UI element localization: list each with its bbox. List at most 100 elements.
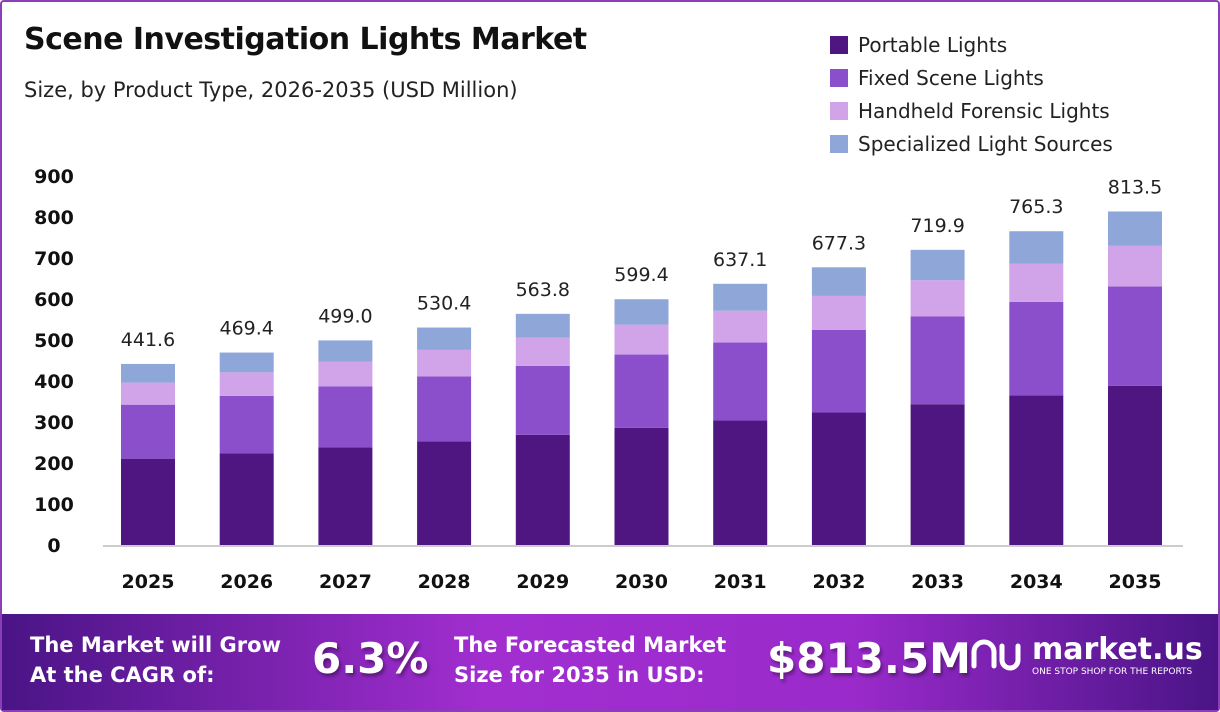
bar-segment — [1108, 385, 1162, 545]
legend-swatch — [830, 35, 848, 54]
legend-label: Portable Lights — [858, 32, 1008, 57]
bar-segment — [1009, 395, 1064, 545]
bar-segment — [614, 427, 669, 545]
legend-swatch — [830, 134, 848, 153]
y-tick-label: 600 — [34, 289, 74, 311]
legend-item: Portable Lights — [830, 28, 1113, 61]
y-tick-label: 400 — [34, 371, 74, 393]
market-us-logo: market.us ONE STOP SHOP FOR THE REPORTS — [968, 634, 1203, 678]
x-tick-label: 2033 — [911, 571, 964, 593]
forecast-label-line1: The Forecasted Market — [454, 633, 727, 657]
bar-segment — [713, 420, 768, 545]
x-tick-label: 2026 — [220, 571, 273, 593]
bar-segment — [910, 404, 965, 545]
bar-segment — [515, 313, 570, 338]
bar-segment — [910, 249, 965, 281]
bar-segment — [318, 386, 373, 448]
total-label: 719.9 — [910, 215, 964, 237]
bar-segment — [318, 340, 373, 362]
legend-label: Specialized Light Sources — [858, 131, 1113, 156]
forecast-label: The Forecasted Market Size for 2035 in U… — [454, 630, 726, 690]
chart-title: Scene Investigation Lights Market — [24, 22, 587, 57]
total-label: 599.4 — [614, 264, 668, 286]
bar-segment — [1009, 231, 1064, 264]
legend-item: Handheld Forensic Lights — [830, 94, 1113, 127]
logo-icon — [971, 639, 1021, 671]
bar-segment — [121, 382, 175, 405]
x-tick-label: 2034 — [1010, 571, 1063, 593]
bar-segment — [417, 376, 472, 442]
bar-segment — [219, 395, 274, 454]
forecast-label-line2: Size for 2035 in USD: — [454, 663, 705, 687]
cagr-value: 6.3% — [312, 634, 429, 683]
y-tick-label: 800 — [34, 207, 74, 229]
bar-segment — [318, 447, 373, 545]
bar-segment — [515, 434, 570, 545]
bar-segment — [515, 337, 570, 366]
bar-segment — [811, 412, 866, 545]
total-label: 765.3 — [1009, 196, 1063, 218]
x-tick-label: 2032 — [812, 571, 865, 593]
stacked-bar-chart: 0 100 200 300 400 500 600 700 800 900 441.6 2025 469… — [34, 166, 1183, 593]
legend-item: Fixed Scene Lights — [830, 61, 1113, 94]
legend-swatch — [830, 68, 848, 87]
bar-segment — [121, 363, 175, 383]
x-tick-label: 2030 — [615, 571, 668, 593]
bar-segment — [318, 361, 373, 387]
legend-swatch — [830, 101, 848, 120]
bar-segment — [1009, 263, 1064, 302]
y-tick-label: 500 — [34, 330, 74, 352]
bar-segment — [811, 267, 866, 296]
bar-segment — [1108, 211, 1162, 246]
total-label: 637.1 — [713, 249, 767, 271]
y-tick-label: 700 — [34, 248, 74, 270]
bar-segment — [1108, 286, 1162, 386]
y-tick-label: 100 — [34, 494, 74, 516]
x-tick-label: 2028 — [418, 571, 471, 593]
bar-segment — [811, 329, 866, 413]
bar-segment — [219, 352, 274, 373]
bar-segment — [713, 310, 768, 343]
bar-segment — [910, 316, 965, 405]
y-tick-label: 900 — [34, 166, 74, 188]
bar-segment — [219, 372, 274, 396]
total-label: 677.3 — [812, 232, 866, 254]
x-tick-label: 2025 — [122, 571, 175, 593]
y-tick-label: 0 — [47, 535, 60, 557]
summary-banner: The Market will Grow At the CAGR of: 6.3… — [2, 614, 1218, 710]
x-tick-label: 2029 — [516, 571, 569, 593]
bar-segment — [713, 283, 768, 311]
bar-segment — [713, 342, 768, 421]
total-label: 563.8 — [516, 279, 570, 301]
logo-name: market.us — [1032, 632, 1203, 667]
bar-segment — [811, 295, 866, 330]
logo-tagline: ONE STOP SHOP FOR THE REPORTS — [1032, 667, 1193, 677]
x-tick-label: 2031 — [714, 571, 767, 593]
bar-segment — [417, 327, 472, 350]
legend-item: Specialized Light Sources — [830, 127, 1113, 160]
bar-segment — [121, 404, 175, 459]
y-tick-label: 200 — [34, 453, 74, 475]
forecast-value: $813.5M — [767, 634, 971, 683]
y-tick-label: 300 — [34, 412, 74, 434]
bar-segment — [910, 280, 965, 317]
x-tick-label: 2027 — [319, 571, 372, 593]
cagr-label-line2: At the CAGR of: — [30, 663, 215, 687]
cagr-label: The Market will Grow At the CAGR of: — [30, 630, 281, 690]
bar-segment — [614, 354, 669, 428]
bar-segment — [1009, 301, 1064, 396]
bar-segment — [219, 453, 274, 545]
cagr-label-line1: The Market will Grow — [30, 633, 281, 657]
bar-segment — [121, 458, 175, 545]
total-label: 813.5 — [1108, 176, 1162, 198]
total-label: 441.6 — [121, 329, 175, 351]
total-label: 469.4 — [219, 318, 273, 340]
legend-label: Handheld Forensic Lights — [858, 98, 1110, 123]
legend-label: Fixed Scene Lights — [858, 65, 1044, 90]
bar-segment — [614, 324, 669, 355]
bar-segment — [515, 365, 570, 435]
x-tick-label: 2035 — [1109, 571, 1162, 593]
legend: Portable Lights Fixed Scene Lights Handhel… — [830, 28, 1113, 160]
bar-segment — [417, 441, 472, 545]
